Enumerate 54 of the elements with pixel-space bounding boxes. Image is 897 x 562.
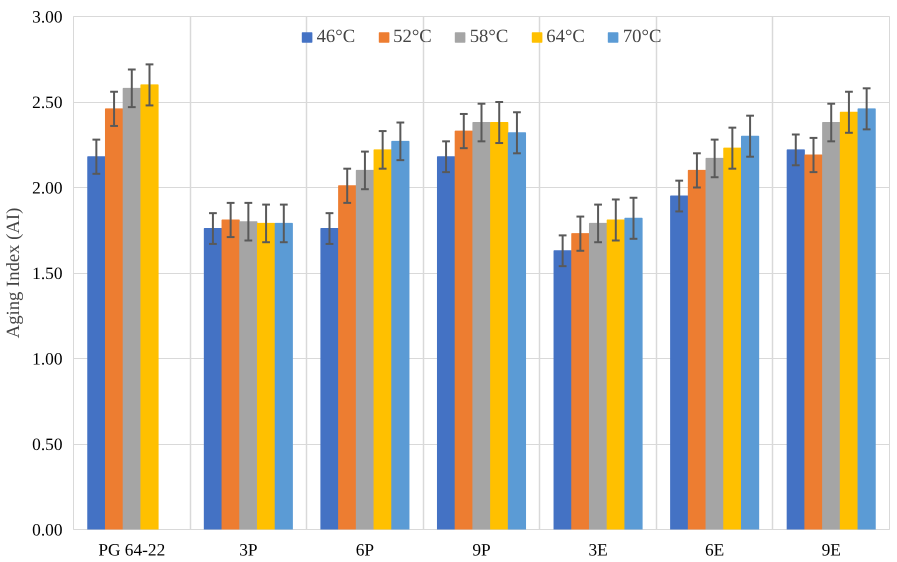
bar bbox=[706, 158, 724, 530]
x-tick-label: 6P bbox=[356, 540, 374, 560]
y-tick-label: 0.50 bbox=[32, 435, 63, 454]
legend-label: 58°C bbox=[470, 26, 508, 48]
bar bbox=[688, 170, 706, 530]
bar bbox=[858, 108, 876, 530]
bar bbox=[274, 222, 293, 530]
bar bbox=[140, 84, 159, 530]
y-tick-label: 2.50 bbox=[32, 93, 63, 112]
y-tick-label: 2.00 bbox=[32, 178, 63, 198]
bar bbox=[490, 122, 508, 530]
bar bbox=[606, 219, 625, 530]
bar bbox=[508, 132, 526, 530]
bar bbox=[472, 122, 491, 530]
bar bbox=[804, 154, 823, 530]
x-tick-label: PG 64-22 bbox=[98, 540, 166, 560]
bar bbox=[571, 233, 590, 530]
bar bbox=[222, 219, 240, 530]
bar bbox=[256, 222, 276, 530]
x-tick-label: 9E bbox=[822, 540, 841, 560]
bar bbox=[239, 221, 258, 530]
bar bbox=[122, 88, 141, 530]
bar bbox=[338, 185, 356, 530]
bar bbox=[786, 149, 805, 530]
x-tick-label: 3E bbox=[588, 540, 608, 560]
bar bbox=[588, 222, 608, 530]
x-tick-label: 9P bbox=[472, 540, 491, 560]
x-tick-label: 6E bbox=[705, 540, 724, 560]
bar bbox=[670, 196, 688, 530]
y-axis-title: Aging Index (AI) bbox=[3, 208, 24, 338]
bar bbox=[840, 112, 858, 530]
y-tick-label: 1.50 bbox=[32, 264, 63, 283]
bar bbox=[320, 228, 339, 530]
legend-label: 52°C bbox=[393, 26, 432, 48]
y-tick-label: 0.00 bbox=[32, 520, 63, 540]
bar bbox=[723, 148, 742, 530]
legend-label: 46°C bbox=[316, 26, 356, 48]
bar bbox=[87, 156, 106, 530]
y-tick-label: 3.00 bbox=[32, 8, 63, 26]
legend-label: 64°C bbox=[546, 26, 585, 48]
legend-label: 70°C bbox=[622, 26, 662, 48]
bar bbox=[391, 140, 410, 530]
bar bbox=[436, 156, 456, 530]
x-tick-label: 3P bbox=[239, 540, 258, 560]
bar bbox=[356, 170, 374, 530]
bar bbox=[104, 108, 124, 530]
bar bbox=[624, 218, 643, 530]
bar bbox=[822, 122, 840, 530]
bar bbox=[374, 149, 392, 530]
bar bbox=[204, 228, 222, 530]
bar bbox=[554, 250, 572, 530]
bar bbox=[454, 130, 473, 530]
y-tick-label: 1.00 bbox=[32, 350, 63, 368]
bar bbox=[740, 136, 760, 530]
